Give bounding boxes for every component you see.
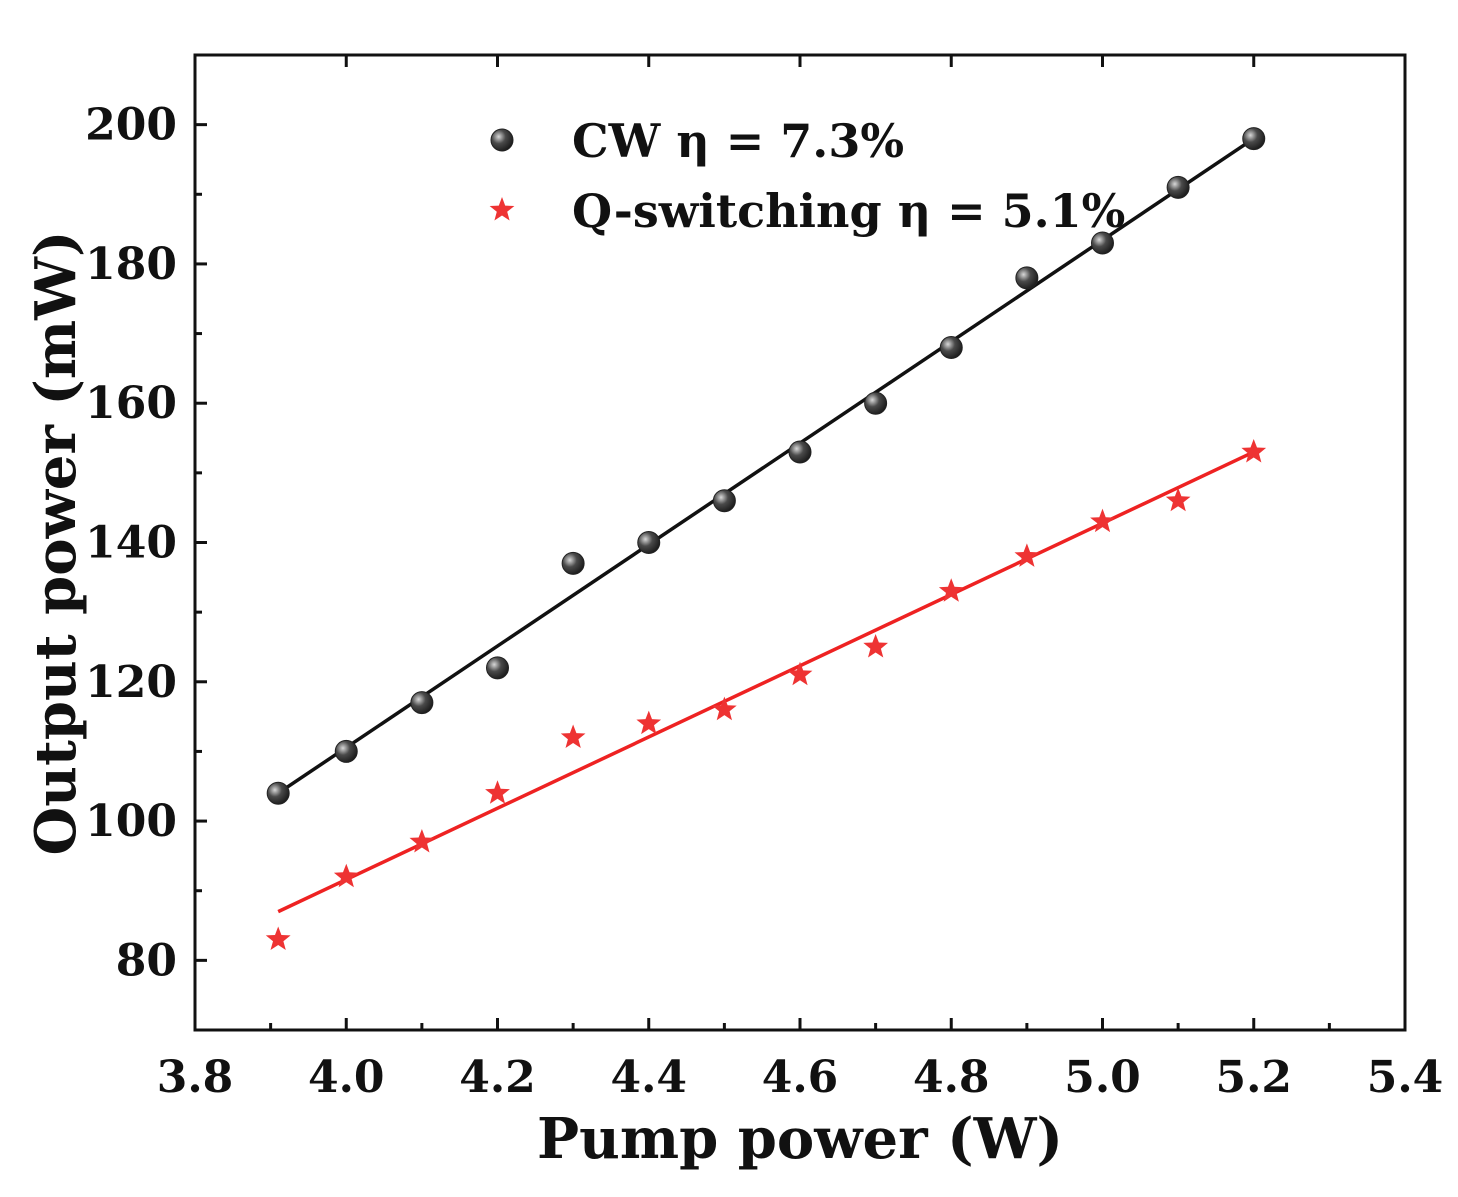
cw-data-point [561, 551, 585, 575]
x-tick-label: 4.6 [762, 1052, 839, 1103]
legend-label-cw: CW η = 7.3% [572, 114, 904, 168]
cw-data-point [637, 531, 661, 554]
tick-labels: 3.8 4.0 4.2 4.4 4.6 4.8 5.0 5.2 5.4 80 100 120 140 16… [85, 100, 1443, 1103]
y-tick-label: 100 [85, 796, 177, 847]
q-switching-data-point [636, 710, 662, 735]
cw-data-point [410, 691, 434, 715]
x-tick-label: 5.2 [1215, 1052, 1292, 1103]
y-axis-title: Output power (mW) [23, 230, 89, 855]
q-switching-data-point [333, 863, 359, 888]
legend: CW η = 7.3% Q-switching η = 5.1% [489, 114, 1125, 238]
q-switching-data-point [1090, 508, 1115, 533]
q-switching-data-point [787, 661, 813, 686]
q-switching-data-point [863, 634, 888, 658]
q-switching-data-point [485, 780, 510, 804]
q-switching-data-point [265, 926, 291, 950]
x-tick-label: 4.4 [610, 1052, 687, 1103]
q-switching-data-point [560, 724, 586, 748]
y-tick-label: 180 [85, 239, 177, 290]
cw-data-point [1166, 175, 1190, 199]
y-tick-label: 200 [85, 100, 177, 151]
plot-area [193, 53, 1407, 1032]
cw-fit-line [277, 137, 1255, 795]
q-switching-data-point [409, 829, 435, 853]
cw-data-point [712, 489, 736, 513]
y-tick-label: 160 [85, 378, 177, 429]
y-tick-label: 140 [85, 518, 177, 569]
q-switching-data-point [1165, 487, 1191, 512]
x-tick-label: 4.0 [308, 1052, 385, 1103]
fit-lines [277, 137, 1255, 914]
legend-sphere-marker [490, 128, 514, 152]
cw-data-point [1015, 266, 1039, 290]
q-switching-data-point [1014, 543, 1040, 567]
y-tick-label: 80 [116, 935, 177, 986]
q-switching-fit-line [277, 450, 1255, 914]
axis-ticks [193, 53, 1407, 1032]
x-tick-label: 3.8 [157, 1052, 234, 1103]
data-markers [265, 127, 1267, 950]
y-tick-label: 120 [85, 657, 177, 708]
cw-data-point [1091, 231, 1114, 255]
legend-marker-cw [490, 128, 514, 152]
x-tick-label: 4.8 [913, 1052, 990, 1103]
cw-data-point [788, 440, 812, 464]
legend-star-marker [489, 197, 515, 221]
x-tick-label: 5.4 [1367, 1052, 1444, 1103]
q-switching-data-point [712, 696, 737, 721]
cw-data-point [486, 656, 509, 680]
cw-data-point [266, 781, 290, 805]
cw-data-point [864, 391, 888, 415]
q-switching-data-point [1241, 439, 1267, 463]
legend-marker-q-switching [489, 197, 515, 221]
x-tick-label: 4.2 [459, 1052, 536, 1103]
cw-data-point [1242, 127, 1266, 151]
legend-label-q-switching: Q-switching η = 5.1% [572, 184, 1125, 238]
cw-data-point [334, 739, 358, 763]
x-axis-title: Pump power (W) [537, 1106, 1063, 1172]
x-tick-label: 5.0 [1064, 1052, 1141, 1103]
q-switching-data-point [938, 578, 964, 602]
cw-data-point [939, 336, 963, 359]
